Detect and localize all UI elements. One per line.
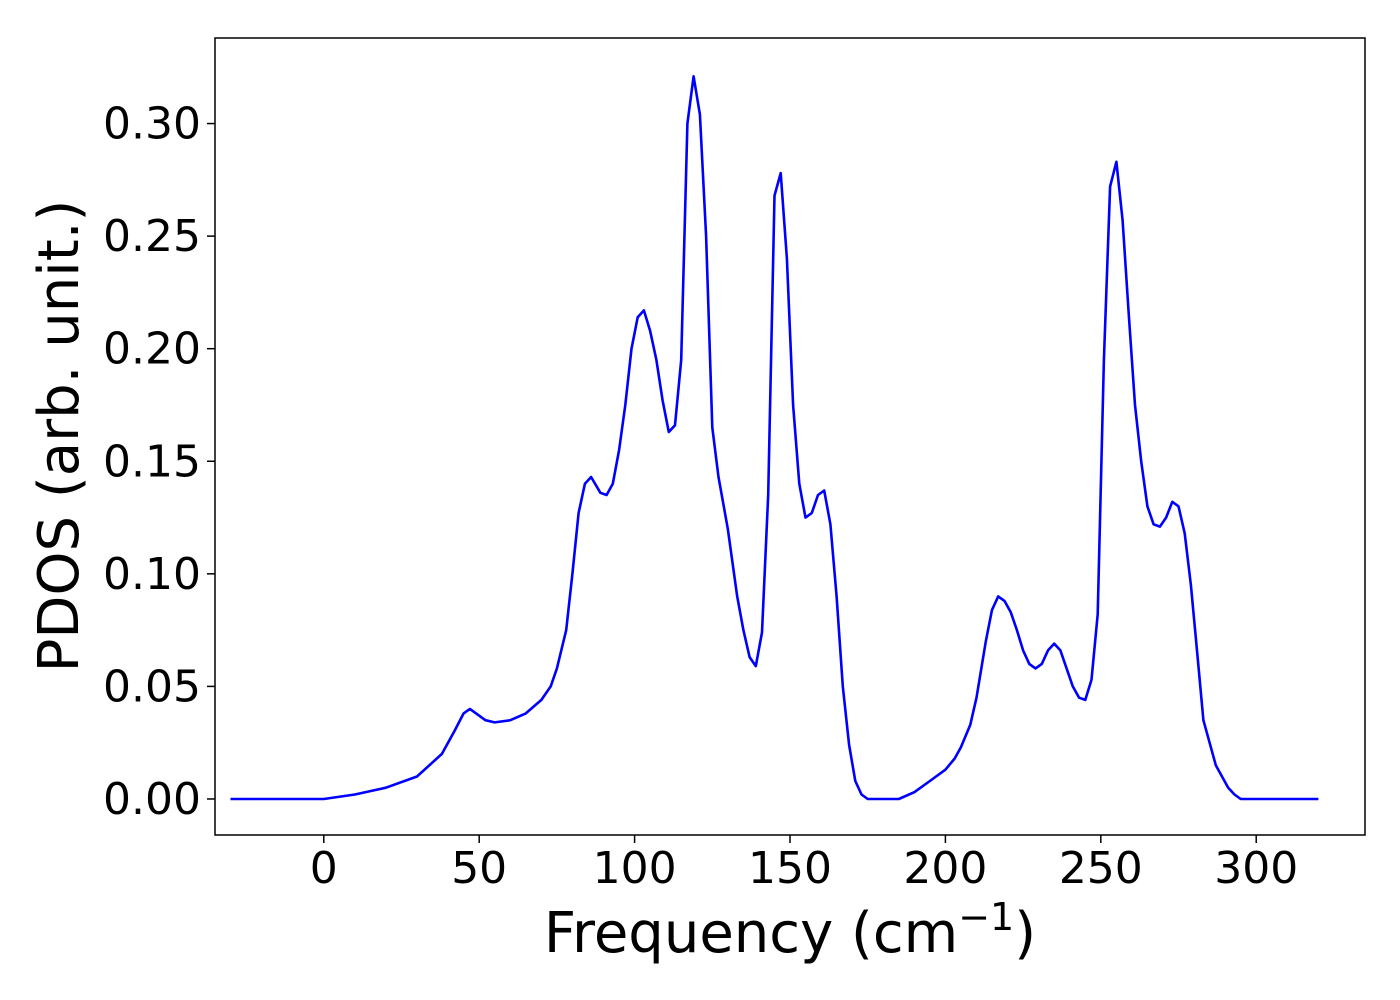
y-tick-label: 0.05 (103, 661, 201, 712)
x-axis-title-superscript: −1 (958, 895, 1014, 939)
y-tick-label: 0.00 (103, 774, 201, 825)
series-layer (230, 75, 1319, 801)
plot-area (214, 37, 1366, 836)
x-tick-label: 100 (593, 843, 677, 894)
x-tick-label: 250 (1059, 843, 1143, 894)
y-tick-label: 0.30 (103, 99, 201, 150)
y-tick-label: 0.10 (103, 549, 201, 600)
x-tick-label: 150 (748, 843, 832, 894)
y-tick-label: 0.15 (103, 436, 201, 487)
x-tick-label: 50 (451, 843, 507, 894)
x-tick-label: 0 (310, 843, 338, 894)
y-axis-ticks: 0.00 0.05 0.10 0.15 0.20 0.25 0.30 (103, 99, 215, 825)
x-axis-title-text: Frequency (cm (544, 901, 958, 966)
x-axis-title-close: ) (1014, 901, 1036, 966)
y-axis-title: PDOS (arb. unit.) (27, 200, 92, 673)
y-tick-label: 0.20 (103, 324, 201, 375)
x-tick-label: 200 (903, 843, 987, 894)
y-tick-label: 0.25 (103, 211, 201, 262)
x-tick-label: 300 (1214, 843, 1298, 894)
pdos-series-line (230, 75, 1319, 801)
x-axis-ticks: 0 50 100 150 200 250 300 (310, 835, 1298, 894)
x-axis-title: Frequency (cm−1) (544, 895, 1036, 966)
